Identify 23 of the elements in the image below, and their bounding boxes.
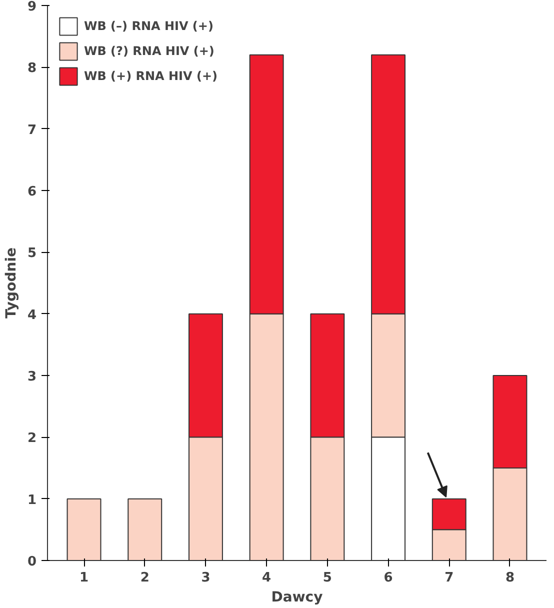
x-tick-label: 5: [322, 570, 332, 586]
y-tick-label: 2: [27, 431, 36, 446]
legend-label: WB (+) RNA HIV (+): [84, 69, 218, 83]
y-tick-label: 8: [27, 61, 36, 76]
y-tick-label: 0: [27, 554, 36, 570]
x-tick-label: 1: [79, 570, 89, 586]
x-tick-label: 4: [262, 570, 272, 586]
y-tick-label: 6: [27, 184, 36, 200]
y-tick-label: 1: [27, 492, 36, 508]
legend-label: WB (–) RNA HIV (+): [84, 19, 214, 33]
x-tick-label: 7: [444, 570, 454, 586]
legend-label: WB (?) RNA HIV (+): [84, 44, 214, 58]
x-tick-label: 8: [505, 570, 515, 586]
y-axis-title: Tygodnie: [3, 248, 20, 318]
x-tick-label: 3: [201, 570, 210, 586]
y-tick-label: 3: [27, 370, 36, 384]
x-tick-label: 6: [384, 570, 393, 586]
x-tick-label: 2: [140, 570, 150, 586]
y-tick-label: 7: [27, 122, 36, 138]
y-tick-label: 5: [27, 246, 36, 262]
y-tick-label: 9: [27, 0, 36, 14]
x-axis-title: Dawcy: [271, 590, 323, 606]
y-tick-label: 4: [27, 308, 36, 323]
